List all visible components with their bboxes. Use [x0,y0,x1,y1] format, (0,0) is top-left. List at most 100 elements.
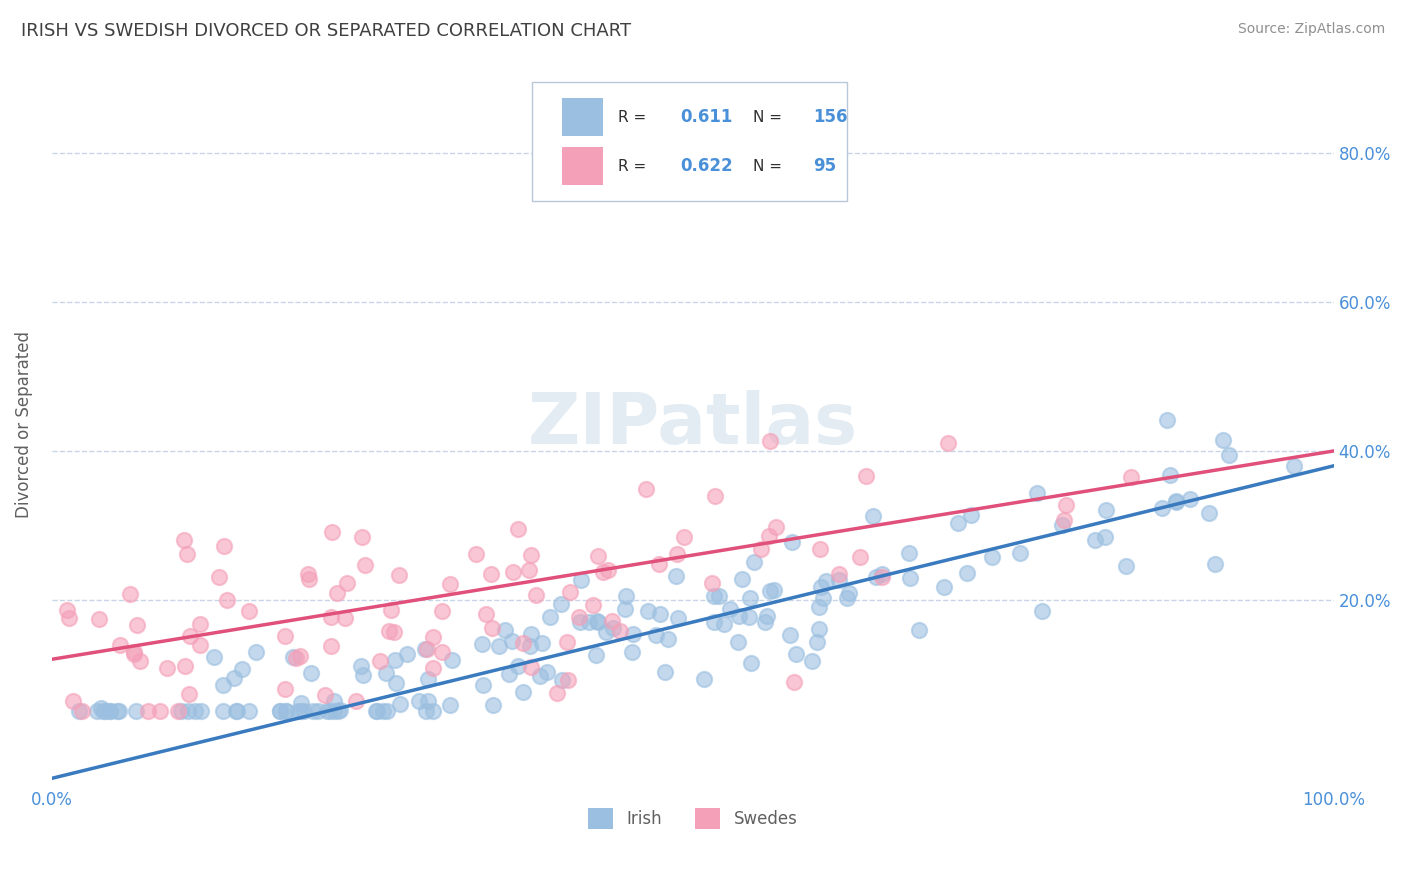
Irish [1218,448,1240,462]
Swedes [336,576,359,591]
Irish [384,653,406,667]
Irish [1115,558,1137,573]
Irish [727,635,749,649]
Irish [568,615,591,629]
Irish [375,704,398,718]
Swedes [124,647,146,661]
Irish [586,614,609,628]
Irish [94,705,117,719]
Irish [307,705,329,719]
Irish [644,628,666,642]
Irish [439,698,461,712]
Swedes [936,436,959,450]
Irish [1052,518,1074,533]
Irish [665,568,688,582]
Irish [350,659,373,673]
Swedes [120,587,142,601]
Irish [287,705,309,719]
Swedes [238,603,260,617]
Irish [1095,503,1118,517]
Irish [536,665,558,679]
Irish [870,566,893,581]
Irish [637,604,659,618]
Irish [808,622,831,636]
Irish [654,665,676,679]
Irish [98,705,121,719]
Y-axis label: Divorced or Separated: Divorced or Separated [15,332,32,518]
Text: N =: N = [754,159,787,174]
Irish [578,615,600,629]
Swedes [520,548,543,562]
Irish [519,627,541,641]
Swedes [758,529,780,543]
Swedes [319,609,342,624]
Irish [374,665,396,680]
Irish [494,623,516,637]
Irish [806,635,828,649]
Swedes [156,661,179,675]
Irish [226,705,249,719]
Swedes [166,705,188,719]
Swedes [314,688,336,702]
Swedes [673,530,696,544]
Irish [1212,433,1234,447]
Irish [586,615,609,629]
Irish [299,666,322,681]
Swedes [582,598,605,612]
Swedes [297,566,319,581]
Irish [224,671,246,685]
Irish [759,583,782,598]
Irish [512,685,534,699]
Irish [1008,546,1031,560]
Irish [1166,494,1188,508]
Irish [837,591,859,606]
Irish [569,573,592,587]
Irish [329,703,352,717]
Irish [105,705,128,719]
Text: R =: R = [619,110,651,125]
Irish [238,705,260,719]
Swedes [319,639,342,653]
Irish [551,673,574,687]
Swedes [368,654,391,668]
Irish [177,705,200,719]
Swedes [380,603,402,617]
Irish [326,705,349,719]
Irish [416,672,439,686]
Irish [865,569,887,583]
FancyBboxPatch shape [533,82,846,202]
Irish [530,636,553,650]
Swedes [855,469,877,483]
Irish [738,609,761,624]
Irish [501,633,523,648]
Irish [666,611,689,625]
Irish [318,705,340,719]
Irish [292,705,315,719]
Irish [1026,486,1049,500]
Irish [838,586,860,600]
Irish [274,705,297,719]
Irish [212,678,235,692]
Irish [538,609,561,624]
Irish [614,589,637,603]
Irish [780,535,803,549]
Swedes [212,539,235,553]
Swedes [388,567,411,582]
Swedes [138,705,160,719]
Irish [810,580,832,594]
Irish [322,705,344,719]
Swedes [1053,512,1076,526]
Text: ZIPatlas: ZIPatlas [527,391,858,459]
Swedes [87,611,110,625]
Irish [727,608,749,623]
Swedes [422,630,444,644]
Irish [1282,459,1305,474]
Swedes [702,575,724,590]
Irish [742,555,765,569]
Irish [946,516,969,530]
Irish [125,705,148,719]
Swedes [274,681,297,696]
Swedes [546,685,568,699]
Swedes [382,624,405,639]
Irish [703,615,725,629]
